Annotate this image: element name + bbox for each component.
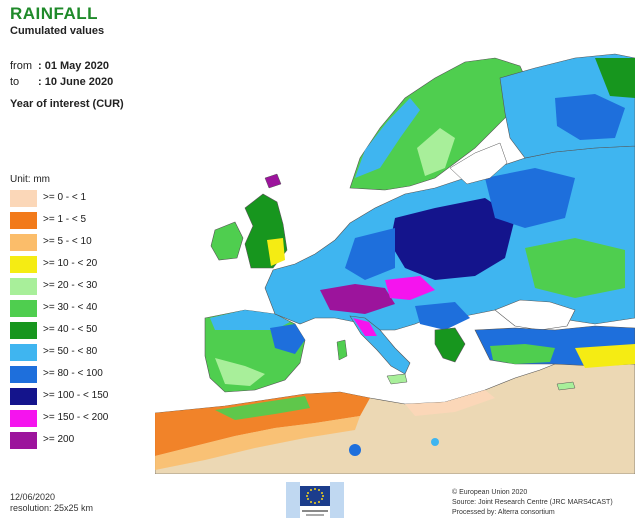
legend-unit: Unit: mm bbox=[10, 174, 50, 185]
from-label: from bbox=[10, 60, 32, 72]
map-subtitle: Cumulated values bbox=[10, 25, 105, 37]
legend-swatch bbox=[10, 366, 37, 383]
from-date: : 01 May 2020 bbox=[38, 60, 109, 72]
to-label: to bbox=[10, 76, 20, 88]
period-to: to : 10 June 2020 bbox=[10, 74, 113, 90]
legend-label: >= 200 bbox=[43, 434, 75, 445]
maghreb-light-band bbox=[155, 416, 360, 470]
legend: >= 0 - < 1 >= 1 - < 5 >= 5 - < 10 >= 10 - <… bbox=[10, 190, 160, 454]
footer-copyright: © European Union 2020 bbox=[452, 489, 528, 496]
iberia-north-wet bbox=[210, 310, 290, 330]
legend-label: >= 0 - < 1 bbox=[43, 192, 87, 203]
egypt-rain-spot bbox=[431, 438, 439, 446]
period-block: from : 01 May 2020 to : 10 June 2020 bbox=[10, 58, 113, 90]
legend-swatch bbox=[10, 278, 37, 295]
britain-dry bbox=[267, 238, 285, 266]
alps-extreme bbox=[320, 284, 395, 314]
alps-heavy bbox=[385, 276, 435, 300]
central-europe-mid bbox=[345, 228, 395, 280]
footer-right: © European Union 2020 Source: Joint Rese… bbox=[452, 488, 613, 518]
legend-label: >= 5 - < 10 bbox=[43, 236, 92, 247]
black-sea bbox=[494, 299, 576, 331]
sardinia bbox=[336, 339, 348, 361]
legend-swatch bbox=[10, 344, 37, 361]
footer-date: 12/06/2020 bbox=[10, 492, 56, 502]
legend-label: >= 10 - < 20 bbox=[43, 258, 98, 269]
ireland bbox=[210, 221, 244, 261]
russia-heavy bbox=[555, 94, 625, 140]
legend-swatch bbox=[10, 300, 37, 317]
legend-item: >= 1 - < 5 bbox=[10, 212, 160, 232]
iberia-dry-south bbox=[215, 358, 265, 386]
east-europe-heavy bbox=[485, 168, 575, 228]
legend-item: >= 20 - < 30 bbox=[10, 278, 160, 298]
maghreb-coast-band bbox=[155, 392, 370, 456]
legend-label: >= 80 - < 100 bbox=[43, 368, 103, 379]
legend-label: >= 1 - < 5 bbox=[43, 214, 87, 225]
to-date: : 10 June 2020 bbox=[38, 76, 114, 88]
legend-swatch bbox=[10, 410, 37, 427]
legend-swatch bbox=[10, 432, 37, 449]
italy-extreme bbox=[353, 318, 377, 336]
legend-item: >= 200 bbox=[10, 432, 160, 452]
sweden-dry bbox=[417, 128, 455, 176]
rainfall-map bbox=[155, 53, 635, 474]
legend-swatch bbox=[10, 190, 37, 207]
sicily bbox=[386, 373, 408, 385]
central-europe-heavy bbox=[390, 198, 515, 280]
cyprus bbox=[556, 381, 576, 391]
footer-processed: Processed by: Alterra consortium bbox=[452, 509, 555, 516]
legend-item: >= 50 - < 80 bbox=[10, 344, 160, 364]
libya-coast bbox=[405, 390, 495, 416]
russia-green bbox=[595, 58, 635, 98]
eu-logo bbox=[284, 478, 346, 522]
iberia-east-wet bbox=[270, 324, 305, 354]
legend-item: >= 150 - < 200 bbox=[10, 410, 160, 430]
legend-swatch bbox=[10, 234, 37, 251]
turkey-dry bbox=[575, 344, 635, 368]
tunisia-rain-spot bbox=[349, 444, 361, 456]
legend-label: >= 100 - < 150 bbox=[43, 390, 109, 401]
year-of-interest: Year of interest (CUR) bbox=[10, 98, 124, 110]
footer-left: 12/06/2020 resolution: 25x25 km bbox=[10, 492, 93, 514]
legend-item: >= 40 - < 50 bbox=[10, 322, 160, 342]
legend-item: >= 10 - < 20 bbox=[10, 256, 160, 276]
legend-swatch bbox=[10, 256, 37, 273]
legend-label: >= 50 - < 80 bbox=[43, 346, 98, 357]
footer-source: Source: Joint Research Centre (JRC MARS4… bbox=[452, 499, 613, 506]
turkey-green bbox=[490, 344, 555, 364]
legend-item: >= 100 - < 150 bbox=[10, 388, 160, 408]
legend-item: >= 5 - < 10 bbox=[10, 234, 160, 254]
greece-land bbox=[434, 327, 466, 363]
legend-item: >= 0 - < 1 bbox=[10, 190, 160, 210]
legend-label: >= 40 - < 50 bbox=[43, 324, 98, 335]
legend-label: >= 20 - < 30 bbox=[43, 280, 98, 291]
legend-item: >= 80 - < 100 bbox=[10, 366, 160, 386]
legend-item: >= 30 - < 40 bbox=[10, 300, 160, 320]
ukraine-green bbox=[525, 238, 625, 298]
legend-swatch bbox=[10, 212, 37, 229]
legend-swatch bbox=[10, 322, 37, 339]
balkans-heavy bbox=[415, 302, 470, 330]
footer-resolution: resolution: 25x25 km bbox=[10, 503, 94, 513]
legend-label: >= 30 - < 40 bbox=[43, 302, 98, 313]
iceland-fragment bbox=[264, 173, 282, 189]
map-title: RAINFALL bbox=[10, 4, 99, 23]
legend-swatch bbox=[10, 388, 37, 405]
eu-stars bbox=[306, 488, 324, 504]
maghreb-green-patch bbox=[215, 396, 310, 420]
period-from: from : 01 May 2020 bbox=[10, 58, 113, 74]
norway-wet bbox=[355, 98, 420, 178]
legend-label: >= 150 - < 200 bbox=[43, 412, 109, 423]
baltic-sea bbox=[449, 142, 508, 185]
